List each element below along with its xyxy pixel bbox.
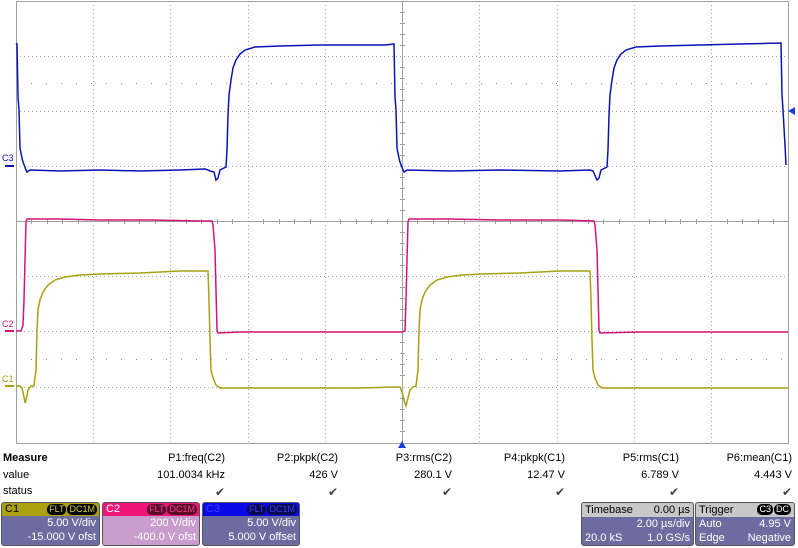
grid <box>16 1 789 444</box>
param-p1-name[interactable]: P1:freq(C2) <box>168 452 225 464</box>
sample-rate: 1.0 GS/s <box>647 532 690 544</box>
param-p3-value: 280.1 V <box>414 469 452 481</box>
svg-text:C3: C3 <box>2 153 14 163</box>
sample-count: 20.0 kS <box>585 532 623 544</box>
waveform-c2 <box>16 218 788 334</box>
trigger-mode: Auto <box>699 518 722 530</box>
param-p4-name[interactable]: P4:pkpk(C1) <box>503 452 565 464</box>
trigger-title: Trigger <box>699 504 734 516</box>
trigger-source-badge: C3 <box>757 504 773 515</box>
channel-box-c3[interactable]: C3 FLT DC1M 5.00 V/div 5.000 V offset <box>202 502 300 546</box>
svg-text:C2: C2 <box>2 319 14 329</box>
status-row-label: status <box>3 485 33 497</box>
channel-marker-c1[interactable]: C1 <box>2 374 14 387</box>
param-p1-value: 101.0034 kHz <box>157 469 225 481</box>
trigger-level-marker[interactable] <box>788 107 795 115</box>
channel-offset: 5.000 V offset <box>228 531 296 543</box>
value-row-label: value <box>3 469 30 481</box>
param-p6-value: 4.443 V <box>754 469 792 481</box>
channel-offset: -400.0 V ofst <box>133 531 196 543</box>
timebase-box[interactable]: Timebase 0.00 µs 2.00 µs/div 20.0 kS 1.0… <box>581 502 694 546</box>
volts-per-div: 200 V/div <box>150 517 196 529</box>
filter-badge: FLT <box>147 504 167 515</box>
status-check-icon: ✔ <box>781 485 792 499</box>
param-p6-name[interactable]: P6:mean(C1) <box>726 452 792 464</box>
channel-offset: -15.000 V ofst <box>27 531 97 543</box>
channel-name: C1 <box>5 503 20 515</box>
filter-badge: FLT <box>47 504 67 515</box>
filter-badge: FLT <box>247 504 267 515</box>
channel-marker-c2[interactable]: C2 <box>2 319 14 332</box>
param-p4-value: 12.47 V <box>527 469 565 481</box>
measure-title: Measure <box>3 452 48 464</box>
waveform-c3 <box>15 42 787 182</box>
channel-box-c1[interactable]: C1 FLT DC1M 5.00 V/div -15.000 V ofst <box>1 502 100 546</box>
param-p3-name[interactable]: P3:rms(C2) <box>395 452 452 464</box>
status-check-icon: ✔ <box>327 485 338 499</box>
status-check-icon: ✔ <box>441 485 452 499</box>
trigger-coupling-badge: DC <box>774 504 791 515</box>
timebase-delay: 0.00 µs <box>653 504 690 516</box>
trigger-level: 4.95 V <box>759 518 791 530</box>
param-p5-name[interactable]: P5:rms(C1) <box>622 452 679 464</box>
channel-name: C2 <box>106 503 121 515</box>
status-check-icon: ✔ <box>554 485 565 499</box>
trigger-slope: Negative <box>747 532 791 544</box>
coupling-badge: DC1M <box>267 504 297 515</box>
status-check-icon: ✔ <box>214 485 225 499</box>
waveform-c1 <box>16 270 788 409</box>
status-check-icon: ✔ <box>668 485 679 499</box>
channel-box-c2[interactable]: C2 FLT DC1M 200 V/div -400.0 V ofst <box>102 502 200 546</box>
time-per-div: 2.00 µs/div <box>636 518 690 530</box>
svg-text:C1: C1 <box>2 374 14 384</box>
param-p2-value: 426 V <box>309 469 338 481</box>
trigger-type: Edge <box>699 532 725 544</box>
volts-per-div: 5.00 V/div <box>247 517 296 529</box>
channel-marker-c3[interactable]: C3 <box>2 153 14 167</box>
trigger-time-marker[interactable] <box>398 441 406 448</box>
channel-name: C3 <box>206 503 221 515</box>
timebase-title: Timebase <box>585 504 633 516</box>
param-p2-name[interactable]: P2:pkpk(C2) <box>276 452 338 464</box>
param-p5-value: 6.789 V <box>641 469 679 481</box>
waveform-display[interactable]: C3 C2 C1 <box>0 0 798 448</box>
trigger-box[interactable]: Trigger C3 DC Auto 4.95 V Edge Negative <box>695 502 795 546</box>
coupling-badge: DC1M <box>167 504 197 515</box>
coupling-badge: DC1M <box>67 504 97 515</box>
volts-per-div: 5.00 V/div <box>47 517 96 529</box>
